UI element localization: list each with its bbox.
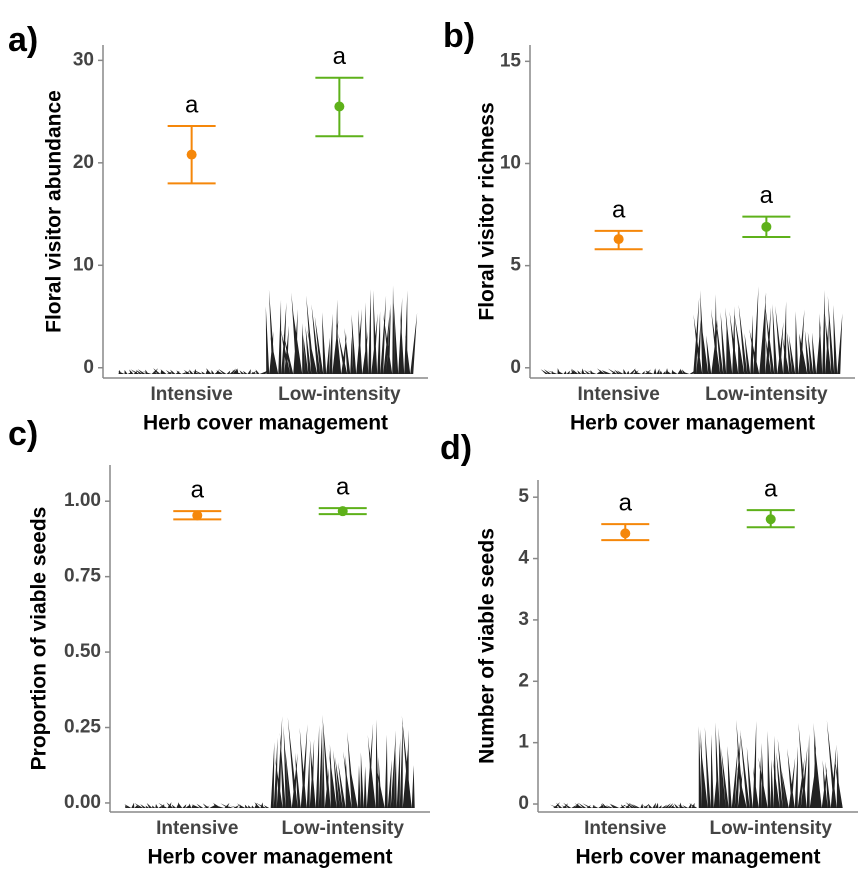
x-axis-title: Herb cover management bbox=[147, 846, 392, 869]
grass-decoration bbox=[117, 368, 268, 374]
y-tick-label: 2 bbox=[518, 670, 529, 691]
panel: a) 0 10 20 30 Floral visitor abundance Herb co… bbox=[8, 21, 428, 435]
mean-point bbox=[337, 506, 348, 517]
mean-point bbox=[186, 149, 197, 160]
y-axis-title: Floral visitor richness bbox=[476, 102, 499, 320]
y-tick-label: 1 bbox=[518, 732, 529, 753]
mean-point bbox=[761, 221, 772, 232]
panel: d) 0 1 2 3 4 5 Number of viable seeds Herb cover… bbox=[440, 429, 858, 869]
x-tick-label: Low-intensity bbox=[278, 384, 401, 405]
x-tick-label: Low-intensity bbox=[705, 384, 828, 405]
y-tick-label: 0 bbox=[518, 793, 529, 814]
panel-label: c) bbox=[8, 415, 38, 453]
x-tick-label: Intensive bbox=[584, 818, 666, 839]
x-tick-label: Low-intensity bbox=[710, 818, 833, 839]
mean-point bbox=[620, 528, 631, 539]
panel: b) 0 5 10 15 Floral visitor richness Herb cove… bbox=[443, 17, 855, 435]
y-tick-label: 0.00 bbox=[64, 792, 101, 813]
y-tick-label: 15 bbox=[500, 50, 522, 71]
x-tick-label: Intensive bbox=[150, 384, 232, 405]
grass-decoration bbox=[124, 802, 270, 808]
x-tick-label: Low-intensity bbox=[282, 818, 405, 839]
significance-letter: a bbox=[191, 477, 205, 504]
y-tick-label: 0 bbox=[83, 357, 94, 378]
panel: c) 0.00 0.25 0.50 0.75 1.00 Proportion of viab… bbox=[8, 415, 430, 869]
y-axis-title: Number of viable seeds bbox=[476, 528, 499, 764]
mean-point bbox=[334, 101, 345, 112]
y-tick-label: 10 bbox=[73, 254, 94, 275]
x-axis-title: Herb cover management bbox=[143, 412, 388, 435]
y-tick-label: 0.25 bbox=[64, 717, 101, 738]
y-tick-label: 20 bbox=[73, 152, 94, 173]
y-tick-label: 1.00 bbox=[64, 490, 101, 511]
y-tick-label: 5 bbox=[518, 486, 529, 507]
y-tick-label: 30 bbox=[73, 49, 94, 70]
y-tick-label: 0 bbox=[510, 357, 521, 378]
grass-decoration bbox=[698, 719, 843, 808]
panel-label: b) bbox=[443, 17, 475, 55]
significance-letter: a bbox=[619, 490, 633, 517]
significance-letter: a bbox=[760, 182, 774, 209]
grass-decoration bbox=[550, 802, 698, 808]
grass-decoration bbox=[693, 286, 843, 374]
y-tick-label: 10 bbox=[500, 153, 521, 174]
y-tick-label: 5 bbox=[510, 255, 521, 276]
significance-letter: a bbox=[336, 473, 350, 500]
grass-decoration bbox=[265, 285, 418, 374]
x-tick-label: Intensive bbox=[156, 818, 238, 839]
mean-point bbox=[613, 234, 624, 245]
x-axis-title: Herb cover management bbox=[570, 412, 815, 435]
y-tick-label: 0.50 bbox=[64, 641, 101, 662]
significance-letter: a bbox=[764, 475, 778, 502]
mean-point bbox=[192, 510, 203, 521]
y-tick-label: 0.75 bbox=[64, 566, 101, 587]
x-axis-title: Herb cover management bbox=[575, 846, 820, 869]
y-axis-title: Proportion of viable seeds bbox=[28, 507, 51, 771]
grass-decoration bbox=[270, 714, 415, 808]
y-axis-title: Floral visitor abundance bbox=[43, 90, 66, 333]
grass-decoration bbox=[540, 368, 696, 374]
mean-point bbox=[765, 514, 776, 525]
x-tick-label: Intensive bbox=[577, 384, 659, 405]
significance-letter: a bbox=[333, 43, 347, 70]
y-tick-label: 4 bbox=[518, 548, 529, 569]
significance-letter: a bbox=[612, 196, 626, 223]
significance-letter: a bbox=[185, 91, 199, 118]
y-tick-label: 3 bbox=[518, 609, 529, 630]
panel-label: d) bbox=[440, 429, 472, 467]
panel-label: a) bbox=[8, 21, 38, 59]
